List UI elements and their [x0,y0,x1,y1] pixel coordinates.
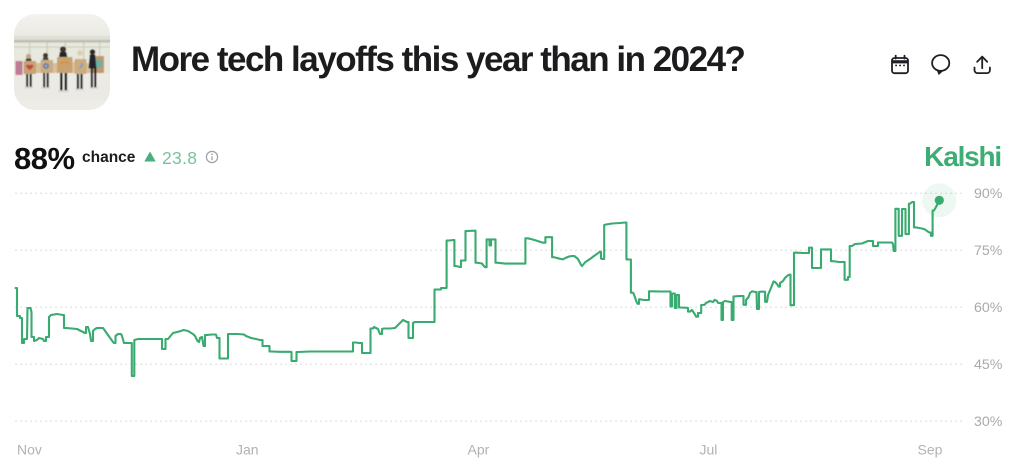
svg-text:Apr: Apr [468,442,490,458]
svg-text:90%: 90% [974,186,1003,202]
svg-text:75%: 75% [974,243,1003,259]
svg-text:Jan: Jan [236,442,259,458]
svg-text:45%: 45% [974,357,1003,373]
svg-text:30%: 30% [974,414,1003,430]
svg-text:60%: 60% [974,300,1003,316]
svg-text:Jul: Jul [700,442,718,458]
svg-text:Nov: Nov [17,442,42,458]
svg-text:Sep: Sep [918,442,943,458]
